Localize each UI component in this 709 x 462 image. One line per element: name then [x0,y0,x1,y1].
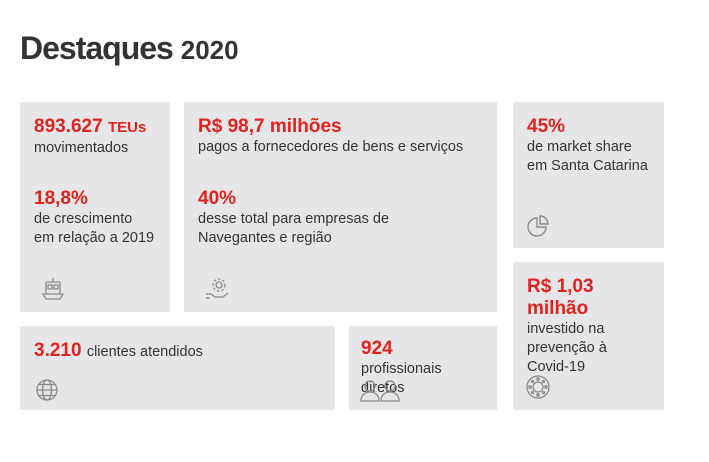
regional-value: 40% [198,188,237,209]
fornecedores-label: pagos a fornecedores de bens e serviços [198,139,464,155]
page-title: Destaques 2020 [20,30,239,67]
teus-value: 893.627 [34,116,103,137]
growth-label-1: de crescimento [34,211,133,227]
clientes-label: clientes atendidos [86,344,203,360]
people-icon [359,377,403,403]
title-year: 2020 [180,35,239,65]
clientes-line: 3.210 clientes atendidos [34,340,325,363]
profissionais-value: 924 [361,338,393,359]
covid-label-3: Covid-19 [527,359,586,375]
card-fornecedores: R$ 98,7 milhões pagos a fornecedores de … [184,102,497,312]
growth-label-2: em relação a 2019 [34,230,155,246]
growth-value: 18,8% [34,188,88,209]
card-profissionais: 924 profissionais diretos [349,326,497,410]
teus-label: movimentados [34,140,129,156]
market-value: 45% [527,116,566,137]
ship-icon [40,276,66,302]
teus-value-line: 893.627 TEUs [34,116,160,139]
regional-label-2: Navegantes e região [198,230,332,246]
market-label-1: de market share [527,139,632,155]
card-market-share: 45% de market share em Santa Catarina [513,102,664,248]
title-text: Destaques [20,30,174,66]
fornecedores-value: R$ 98,7 milhões [198,116,342,137]
covid-value: R$ 1,03 milhão [527,276,594,319]
regional-label-1: desse total para empresas de [198,211,390,227]
clientes-value: 3.210 [34,340,82,361]
card-clientes: 3.210 clientes atendidos [20,326,335,410]
virus-icon [525,374,551,400]
card-teus: 893.627 TEUs movimentados 18,8% de cresc… [20,102,170,312]
market-label-2: em Santa Catarina [527,158,648,174]
covid-label-1: investido na [527,321,605,337]
pie-chart-icon [525,214,551,240]
card-covid: R$ 1,03 milhão investido na prevenção à … [513,262,664,410]
teus-unit: TEUs [107,119,147,136]
globe-icon [34,377,60,403]
covid-label-2: prevenção à [527,340,607,356]
gear-hand-icon [204,276,230,302]
